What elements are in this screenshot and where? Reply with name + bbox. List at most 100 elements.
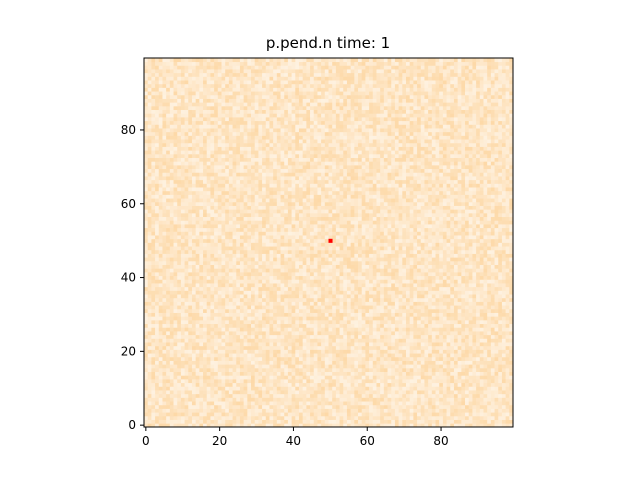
heatmap-cell xyxy=(354,253,359,258)
heatmap-cell xyxy=(284,286,289,291)
heatmap-cell xyxy=(321,323,326,328)
heatmap-cell xyxy=(358,353,363,358)
heatmap-cell xyxy=(324,379,329,384)
heatmap-cell xyxy=(147,260,152,265)
heatmap-cell xyxy=(206,272,211,277)
heatmap-cell xyxy=(214,371,219,376)
heatmap-cell xyxy=(177,415,182,420)
heatmap-cell xyxy=(173,367,178,372)
heatmap-cell xyxy=(243,253,248,258)
heatmap-cell xyxy=(306,246,311,251)
heatmap-cell xyxy=(442,260,447,265)
heatmap-cell xyxy=(276,275,281,280)
heatmap-cell xyxy=(339,379,344,384)
heatmap-cell xyxy=(450,375,455,380)
heatmap-cell xyxy=(258,349,263,354)
heatmap-cell xyxy=(328,423,333,428)
heatmap-cell xyxy=(158,349,163,354)
heatmap-cell xyxy=(487,345,492,350)
heatmap-cell xyxy=(483,283,488,288)
heatmap-cell xyxy=(387,312,392,317)
heatmap-cell xyxy=(166,297,171,302)
heatmap-cell xyxy=(420,331,425,336)
heatmap-cell xyxy=(147,253,152,258)
heatmap-cell xyxy=(435,375,440,380)
heatmap-cell xyxy=(310,268,315,273)
heatmap-cell xyxy=(417,367,422,372)
heatmap-cell xyxy=(210,327,215,332)
heatmap-cell xyxy=(321,404,326,409)
heatmap-cell xyxy=(354,316,359,321)
heatmap-cell xyxy=(265,272,270,277)
heatmap-cell xyxy=(457,408,462,413)
heatmap-cell xyxy=(468,294,473,299)
heatmap-cell xyxy=(169,331,174,336)
heatmap-cell xyxy=(424,345,429,350)
heatmap-cell xyxy=(335,327,340,332)
heatmap-cell xyxy=(479,260,484,265)
heatmap-cell xyxy=(476,419,481,424)
heatmap-cell xyxy=(383,319,388,325)
heatmap-cell xyxy=(435,268,440,273)
heatmap-cell xyxy=(276,364,281,369)
heatmap-cell xyxy=(424,404,429,409)
heatmap-cell xyxy=(221,283,226,288)
heatmap-cell xyxy=(465,275,470,280)
heatmap-cell xyxy=(195,393,200,398)
heatmap-cell xyxy=(376,268,381,273)
heatmap-cell xyxy=(191,390,197,395)
heatmap-cell xyxy=(158,415,163,420)
heatmap-cell xyxy=(442,257,447,262)
heatmap-cell xyxy=(435,301,440,306)
heatmap-cell xyxy=(369,312,374,317)
heatmap-cell xyxy=(509,338,514,343)
heatmap-cell xyxy=(435,316,440,321)
heatmap-cell xyxy=(302,249,307,254)
heatmap-cell xyxy=(287,345,292,350)
heatmap-cell xyxy=(306,367,311,372)
heatmap-cell xyxy=(383,356,388,361)
heatmap-cell xyxy=(251,349,256,354)
heatmap-cell xyxy=(509,379,514,384)
heatmap-cell xyxy=(498,393,503,398)
heatmap-cell xyxy=(225,275,230,280)
heatmap-cell xyxy=(461,290,466,295)
heatmap-cell xyxy=(428,294,433,299)
heatmap-cell xyxy=(236,397,241,402)
heatmap-cell xyxy=(262,390,267,395)
heatmap-cell xyxy=(317,279,322,284)
heatmap-cell xyxy=(369,401,374,406)
heatmap-cell xyxy=(376,316,381,321)
heatmap-cell xyxy=(435,404,440,409)
heatmap-cell xyxy=(424,356,429,361)
heatmap-cell xyxy=(158,286,163,291)
heatmap-cell xyxy=(199,260,204,265)
heatmap-cell xyxy=(417,371,422,376)
heatmap-cell xyxy=(284,312,289,317)
heatmap-cell xyxy=(465,260,470,265)
heatmap-cell xyxy=(424,260,429,265)
heatmap-cell xyxy=(365,294,370,299)
heatmap-cell xyxy=(158,401,163,406)
heatmap-cell xyxy=(147,401,152,406)
heatmap-cell xyxy=(472,419,477,424)
heatmap-cell xyxy=(239,327,244,332)
heatmap-cell xyxy=(243,323,248,328)
heatmap-cell xyxy=(328,319,333,325)
heatmap-cell xyxy=(376,257,381,262)
heatmap-cell xyxy=(413,323,418,328)
heatmap-cell xyxy=(295,290,300,295)
heatmap-cell xyxy=(247,286,252,291)
heatmap-cell xyxy=(490,264,495,269)
heatmap-cell xyxy=(199,356,204,361)
heatmap-cell xyxy=(298,319,304,325)
heatmap-cell xyxy=(365,260,370,265)
heatmap-cell xyxy=(298,342,304,347)
heatmap-cell xyxy=(505,297,510,302)
heatmap-cell xyxy=(254,312,259,317)
heatmap-cell xyxy=(276,257,281,262)
heatmap-cell xyxy=(369,390,374,395)
heatmap-cell xyxy=(394,319,399,325)
heatmap-cell xyxy=(383,364,388,369)
heatmap-cell xyxy=(494,323,499,328)
